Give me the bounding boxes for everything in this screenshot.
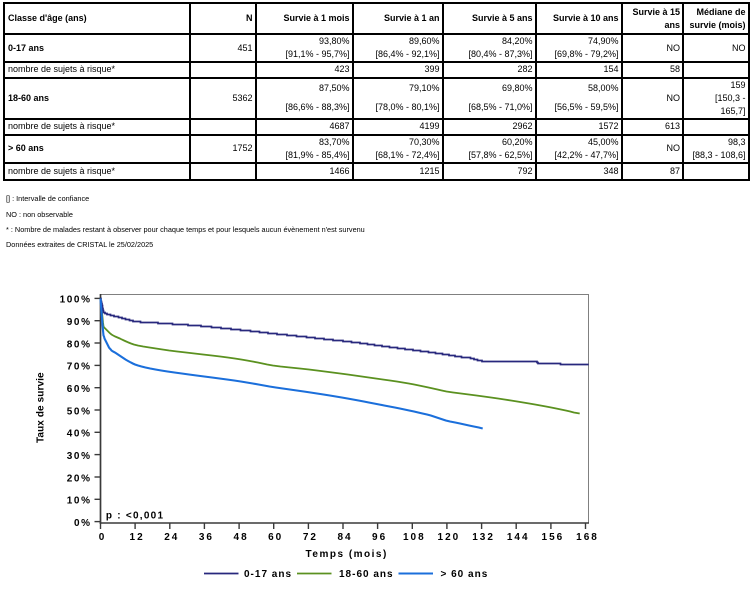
svg-text:18-60 ans: 18-60 ans: [339, 569, 394, 580]
svg-text:132: 132: [472, 532, 495, 543]
svg-text:60%: 60%: [67, 384, 92, 395]
svg-text:0%: 0%: [74, 518, 92, 529]
svg-text:168: 168: [576, 532, 599, 543]
svg-text:24: 24: [164, 532, 179, 543]
svg-text:12: 12: [130, 532, 145, 543]
svg-text:144: 144: [507, 532, 530, 543]
svg-text:30%: 30%: [67, 451, 92, 462]
svg-text:50%: 50%: [67, 406, 92, 417]
svg-text:120: 120: [438, 532, 461, 543]
svg-text:84: 84: [337, 532, 352, 543]
svg-text:48: 48: [234, 532, 249, 543]
svg-text:60: 60: [268, 532, 283, 543]
svg-text:100%: 100%: [60, 295, 92, 306]
svg-text:96: 96: [372, 532, 387, 543]
svg-text:80%: 80%: [67, 339, 92, 350]
svg-text:Taux de survie: Taux de survie: [36, 372, 47, 443]
svg-text:10%: 10%: [67, 496, 92, 507]
svg-text:90%: 90%: [67, 317, 92, 328]
svg-text:36: 36: [199, 532, 214, 543]
svg-text:Temps (mois): Temps (mois): [306, 549, 388, 560]
svg-text:0: 0: [99, 532, 107, 543]
svg-text:108: 108: [403, 532, 426, 543]
svg-text:70%: 70%: [67, 362, 92, 373]
svg-text:156: 156: [542, 532, 565, 543]
svg-text:p : <0,001: p : <0,001: [106, 510, 164, 521]
svg-text:20%: 20%: [67, 473, 92, 484]
svg-text:> 60 ans: > 60 ans: [441, 569, 489, 580]
svg-text:72: 72: [303, 532, 318, 543]
svg-text:40%: 40%: [67, 429, 92, 440]
svg-text:0-17 ans: 0-17 ans: [244, 569, 292, 580]
